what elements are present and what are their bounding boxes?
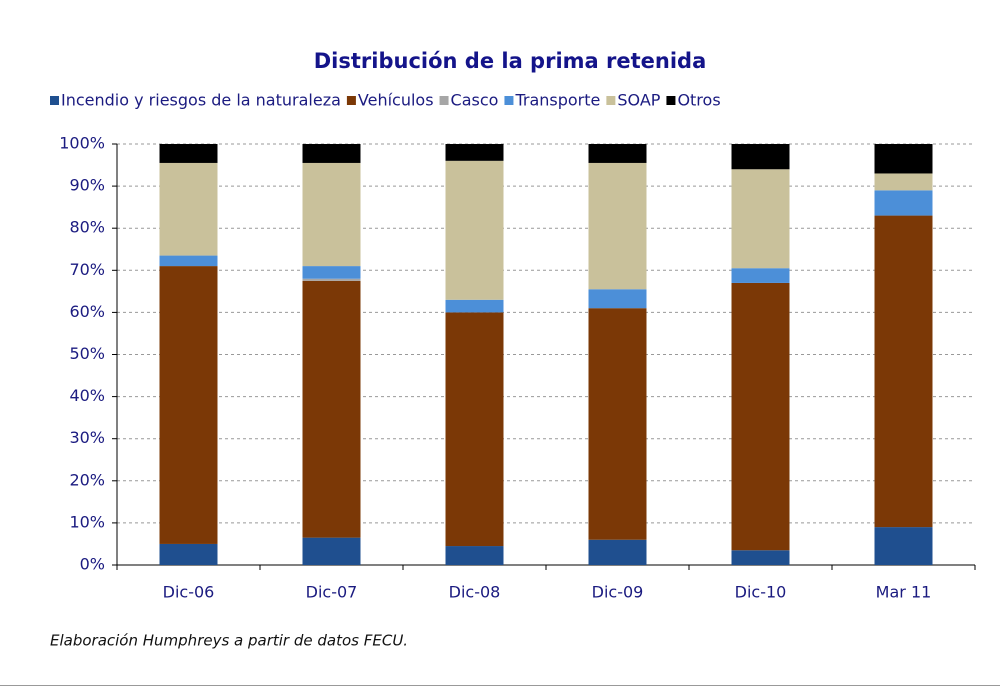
y-tick-label: 40% xyxy=(69,386,105,405)
legend: Incendio y riesgos de la naturaleza Vehíc… xyxy=(50,91,721,110)
legend-label: Casco xyxy=(451,91,499,110)
bar-segment xyxy=(731,268,790,283)
bar-segment xyxy=(445,546,504,565)
bar-segment xyxy=(588,308,647,540)
x-tick-label: Mar 11 xyxy=(876,583,932,602)
bar-segment xyxy=(874,144,933,174)
legend-swatch xyxy=(346,96,356,105)
legend-swatch xyxy=(666,96,676,105)
bar-segment xyxy=(302,266,361,279)
source-note: Elaboración Humphreys a partir de datos … xyxy=(50,632,408,650)
y-tick-label: 90% xyxy=(69,176,105,195)
legend-swatch xyxy=(504,96,514,105)
y-tick-label: 10% xyxy=(69,512,105,531)
x-tick-label: Dic-08 xyxy=(449,583,501,602)
bar-segment xyxy=(159,543,218,565)
bar-segment xyxy=(588,162,647,290)
legend-label: Otros xyxy=(677,91,720,110)
bar-segment xyxy=(302,278,361,281)
y-tick-label: 70% xyxy=(69,260,105,279)
bar-segment xyxy=(874,190,933,216)
bar-segment xyxy=(874,173,933,191)
legend-swatch xyxy=(439,96,449,105)
y-tick-label: 20% xyxy=(69,470,105,489)
bar-segment xyxy=(159,266,218,544)
y-tick-label: 0% xyxy=(80,555,105,574)
y-tick-label: 50% xyxy=(69,344,105,363)
y-tick-label: 80% xyxy=(69,218,105,237)
legend-label: Incendio y riesgos de la naturaleza xyxy=(61,91,341,110)
legend-label: Vehículos xyxy=(358,91,434,110)
bar-segment xyxy=(445,144,504,161)
x-tick-label: Dic-06 xyxy=(163,583,215,602)
bar-segment xyxy=(731,144,790,170)
chart-title: Distribución de la prima retenida xyxy=(314,49,707,73)
x-tick-label: Dic-07 xyxy=(306,583,358,602)
bar-segment xyxy=(159,162,218,256)
y-tick-label: 30% xyxy=(69,428,105,447)
bar-segment xyxy=(445,299,504,313)
bar-segment xyxy=(302,144,361,163)
x-tick-label: Dic-09 xyxy=(592,583,644,602)
bar-segment xyxy=(588,539,647,565)
legend-label: SOAP xyxy=(617,91,660,110)
bar-segment xyxy=(159,144,218,163)
bar-segment xyxy=(874,527,933,565)
y-tick-label: 60% xyxy=(69,302,105,321)
bar-segment xyxy=(159,255,218,267)
legend-swatch xyxy=(606,96,616,105)
bar-segment xyxy=(731,169,790,269)
bar-segment xyxy=(445,160,504,300)
legend-swatch xyxy=(50,96,59,105)
legend-label: Transporte xyxy=(514,91,600,110)
bar-segment xyxy=(731,282,790,551)
x-tick-label: Dic-10 xyxy=(735,583,787,602)
bar-segment xyxy=(874,215,933,528)
bar-segment xyxy=(731,550,790,565)
bar-segment xyxy=(588,289,647,309)
bar-segment xyxy=(445,312,504,547)
y-tick-label: 100% xyxy=(59,134,105,153)
bar-segment xyxy=(302,162,361,267)
bar-segment xyxy=(588,144,647,163)
bar-segment xyxy=(302,280,361,538)
bar-segment xyxy=(302,537,361,565)
